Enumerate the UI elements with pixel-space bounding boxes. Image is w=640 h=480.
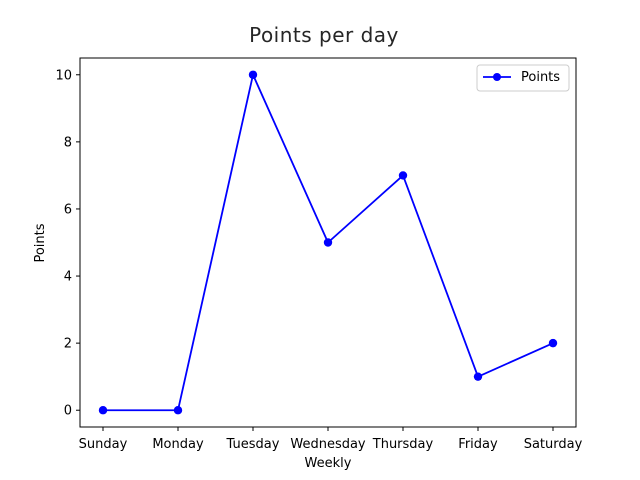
chart-title: Points per day bbox=[249, 23, 399, 47]
y-tick-label: 8 bbox=[64, 135, 72, 150]
y-tick-label: 10 bbox=[55, 68, 72, 83]
y-axis-ticks: 0 2 4 6 8 10 bbox=[55, 68, 80, 419]
data-point bbox=[248, 70, 258, 79]
x-tick-label: Friday bbox=[458, 437, 498, 452]
x-tick-label: Tuesday bbox=[226, 437, 280, 452]
legend-box bbox=[476, 64, 570, 92]
x-tick-label: Wednesday bbox=[290, 437, 366, 452]
x-tick-label: Monday bbox=[152, 437, 204, 452]
y-tick-label: 0 bbox=[64, 404, 72, 419]
y-tick-label: 4 bbox=[64, 270, 72, 285]
data-point bbox=[398, 171, 408, 180]
data-point bbox=[98, 406, 108, 415]
x-axis-label: Weekly bbox=[305, 456, 352, 471]
plot-frame bbox=[79, 57, 577, 428]
data-point bbox=[323, 238, 333, 247]
x-tick-label: Saturday bbox=[524, 437, 583, 452]
x-axis-ticks: Sunday Monday Tuesday Wednesday Thursday Frid… bbox=[79, 427, 583, 452]
data-point bbox=[548, 338, 558, 348]
legend-marker-swatch bbox=[493, 73, 501, 81]
y-tick-label: 6 bbox=[64, 202, 72, 217]
y-axis-label: Points bbox=[33, 223, 48, 262]
data-point bbox=[173, 406, 183, 415]
x-tick-label: Sunday bbox=[79, 437, 128, 452]
x-tick-label: Thursday bbox=[372, 437, 434, 452]
legend-entry-label: Points bbox=[521, 70, 560, 85]
data-point bbox=[473, 372, 483, 381]
legend: Points bbox=[476, 64, 570, 92]
y-tick-label: 2 bbox=[64, 337, 72, 352]
series-layer bbox=[98, 70, 558, 415]
